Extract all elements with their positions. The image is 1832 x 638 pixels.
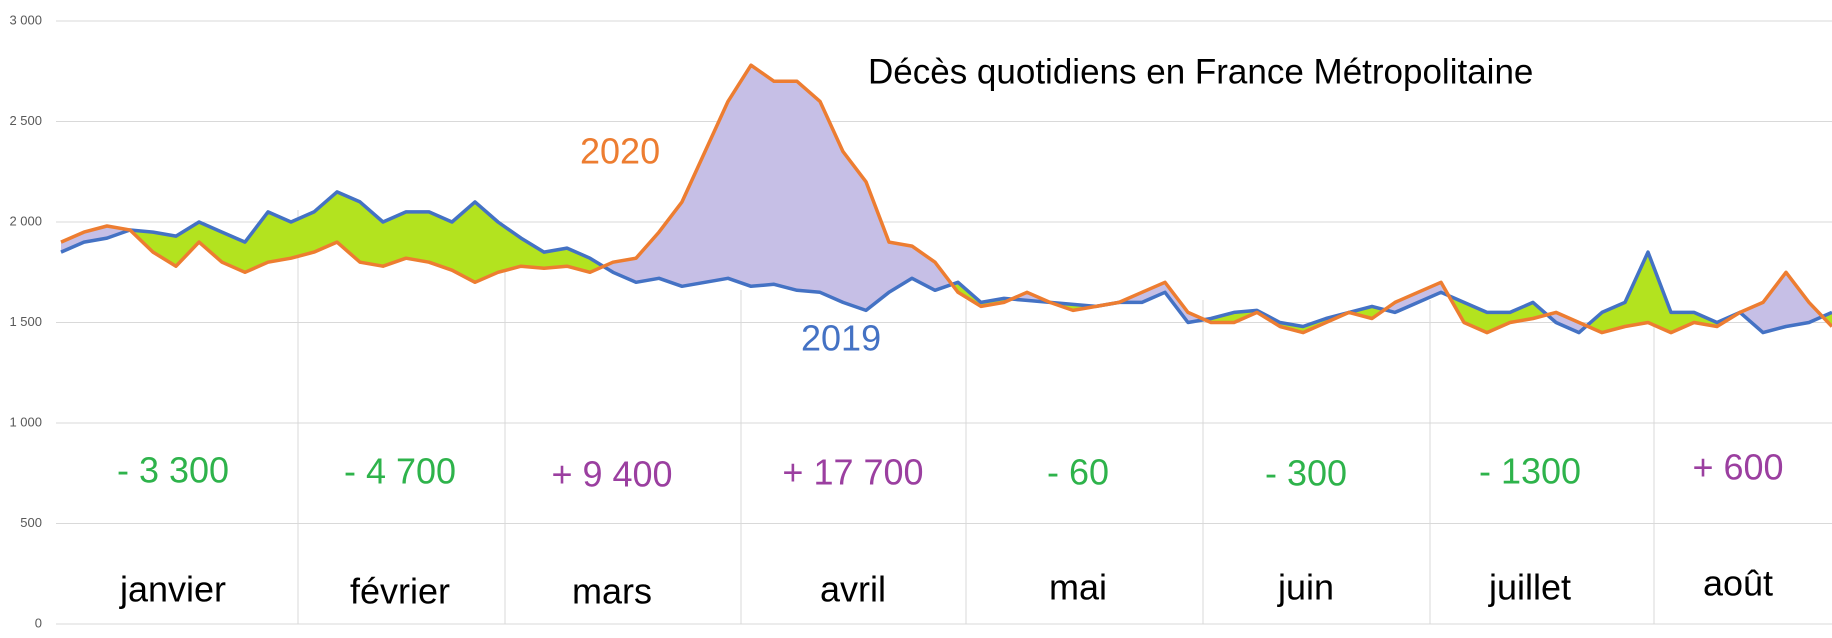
difference-fill — [1740, 302, 1763, 333]
y-tick-label: 1 000 — [9, 414, 42, 429]
series-label: 2020 — [580, 131, 660, 172]
difference-fill — [843, 151, 866, 311]
y-tick-label: 2 500 — [9, 113, 42, 128]
difference-fill — [1786, 272, 1809, 327]
difference-fill — [429, 211, 452, 271]
month-label: juillet — [1488, 567, 1571, 608]
difference-fill — [774, 81, 797, 291]
month-label: août — [1703, 563, 1773, 604]
difference-fill — [659, 201, 682, 287]
y-tick-label: 3 000 — [9, 12, 42, 27]
difference-fill — [728, 65, 751, 287]
difference-fill — [1142, 282, 1165, 303]
month-label: février — [350, 571, 450, 612]
month-difference: - 300 — [1265, 453, 1347, 494]
difference-fill — [1510, 302, 1533, 323]
month-difference: - 3 300 — [117, 450, 229, 491]
series-line — [60, 63, 1832, 335]
difference-fill — [797, 81, 820, 293]
y-tick-label: 500 — [20, 515, 42, 530]
y-tick-label: 2 000 — [9, 213, 42, 228]
difference-fill — [222, 232, 245, 273]
month-label: janvier — [119, 569, 226, 610]
difference-fill — [61, 232, 84, 253]
difference-fill — [682, 151, 705, 287]
difference-fill — [337, 191, 360, 263]
month-difference: + 17 700 — [782, 452, 923, 493]
difference-fill — [751, 65, 774, 287]
series-line — [60, 190, 1832, 335]
month-difference: - 60 — [1047, 452, 1109, 493]
difference-fill — [1671, 312, 1694, 333]
month-difference: + 9 400 — [551, 454, 672, 495]
difference-fill — [153, 232, 176, 267]
difference-fill — [1625, 252, 1648, 327]
difference-fill — [521, 238, 544, 269]
difference-fill — [199, 222, 222, 263]
difference-fill — [544, 248, 567, 269]
month-difference: + 600 — [1692, 447, 1783, 488]
difference-fill — [1556, 312, 1579, 333]
difference-fill — [912, 246, 935, 291]
difference-fill — [291, 211, 314, 259]
y-tick-label: 1 500 — [9, 314, 42, 329]
chart-title: Décès quotidiens en France Métropolitain… — [868, 52, 1533, 91]
difference-fill — [613, 258, 636, 283]
difference-fill — [636, 232, 659, 283]
month-separators — [297, 210, 1655, 624]
difference-fill — [268, 211, 291, 263]
difference-fill — [1418, 282, 1441, 303]
series-label: 2019 — [801, 318, 881, 359]
difference-fill — [1395, 292, 1418, 313]
difference-fill — [1648, 252, 1671, 333]
month-label: mai — [1049, 567, 1107, 608]
month-difference: - 1300 — [1479, 451, 1581, 492]
difference-fill — [1487, 312, 1510, 333]
difference-fill — [475, 201, 498, 283]
difference-fill — [383, 211, 406, 267]
lines — [60, 63, 1832, 335]
difference-fill — [1602, 302, 1625, 333]
difference-fill — [452, 201, 475, 283]
difference-fill — [866, 181, 889, 311]
labels: 0 500 1 000 1 500 2 000 2 500 3 000 - 3 300 janv… — [9, 12, 1783, 630]
month-difference: - 4 700 — [344, 451, 456, 492]
y-tick-label: 0 — [35, 615, 42, 630]
difference-fill — [406, 211, 429, 263]
difference-fill — [820, 101, 843, 303]
difference-fill — [705, 101, 728, 283]
month-label: mars — [572, 571, 652, 612]
difference-fill — [1763, 272, 1786, 333]
difference-fill — [245, 211, 268, 273]
month-label: avril — [820, 569, 886, 610]
month-label: juin — [1277, 567, 1334, 608]
